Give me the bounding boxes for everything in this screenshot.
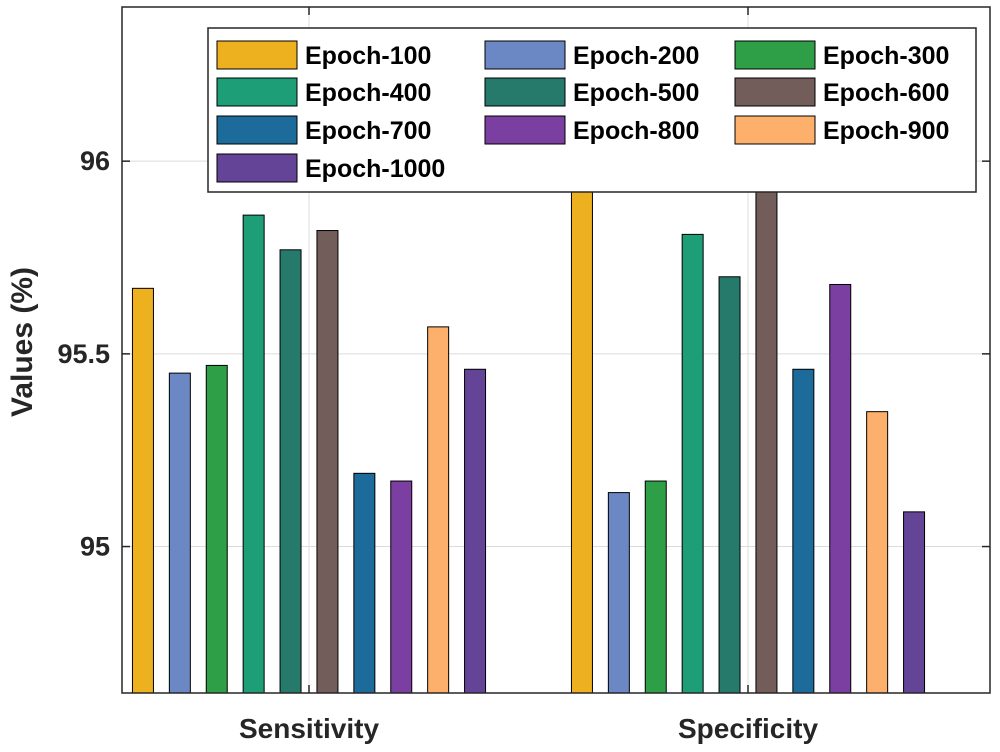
legend-box <box>207 27 977 193</box>
bar-epoch-200-sensitivity <box>168 372 191 694</box>
bar-epoch-400-specificity <box>681 233 704 694</box>
legend-label: Epoch-700 <box>305 117 431 145</box>
legend-label: Epoch-1000 <box>305 155 445 183</box>
y-tick-label: 95 <box>80 532 110 562</box>
bar-epoch-500-specificity <box>718 276 741 694</box>
legend-swatch <box>734 77 816 107</box>
legend-swatch <box>484 40 566 70</box>
bar-epoch-800-specificity <box>829 283 852 694</box>
legend-label: Epoch-800 <box>573 117 699 145</box>
legend-label: Epoch-100 <box>305 42 431 70</box>
bar-epoch-1000-specificity <box>903 511 926 694</box>
y-tick-label: 95.5 <box>57 339 110 369</box>
legend-label: Epoch-500 <box>573 79 699 107</box>
legend-swatch <box>484 77 566 107</box>
legend: Epoch-100 Epoch-200 Epoch-300 Epoch-400 Epoc… <box>207 27 977 193</box>
bar-epoch-100-specificity <box>570 164 593 694</box>
legend-swatch <box>216 40 298 70</box>
bar-epoch-700-sensitivity <box>353 472 376 694</box>
legend-label: Epoch-300 <box>823 42 949 70</box>
bar-epoch-600-specificity <box>755 168 778 694</box>
y-tick-label: 96 <box>80 146 110 176</box>
y-axis-label: Values (%) <box>6 267 39 417</box>
bar-epoch-1000-sensitivity <box>464 368 487 694</box>
legend-label: Epoch-600 <box>823 79 949 107</box>
x-category-label: Specificity <box>678 713 818 744</box>
bar-epoch-200-specificity <box>607 492 630 694</box>
legend-swatch <box>484 115 566 145</box>
ticks-layer: 95 95.5 96 Sensitivity Specificity <box>57 7 990 744</box>
bar-epoch-900-sensitivity <box>427 326 450 694</box>
bar-epoch-900-specificity <box>866 411 889 694</box>
legend-label: Epoch-200 <box>573 42 699 70</box>
legend-swatch <box>216 115 298 145</box>
legend-swatch <box>734 40 816 70</box>
legend-swatch <box>216 153 298 183</box>
legend-swatch <box>734 115 816 145</box>
bar-epoch-600-sensitivity <box>316 230 339 694</box>
axes-box <box>121 6 991 694</box>
bar-epoch-800-sensitivity <box>390 480 413 694</box>
bar-epoch-300-specificity <box>644 480 667 694</box>
bar-epoch-700-specificity <box>792 368 815 694</box>
legend-label: Epoch-900 <box>823 117 949 145</box>
legend-label: Epoch-400 <box>305 79 431 107</box>
legend-swatch <box>216 77 298 107</box>
bar-epoch-400-sensitivity <box>242 214 265 694</box>
bar-epoch-300-sensitivity <box>205 364 228 694</box>
x-category-label: Sensitivity <box>239 713 379 744</box>
bar-epoch-100-sensitivity <box>131 287 154 694</box>
bar-epoch-500-sensitivity <box>279 249 302 694</box>
